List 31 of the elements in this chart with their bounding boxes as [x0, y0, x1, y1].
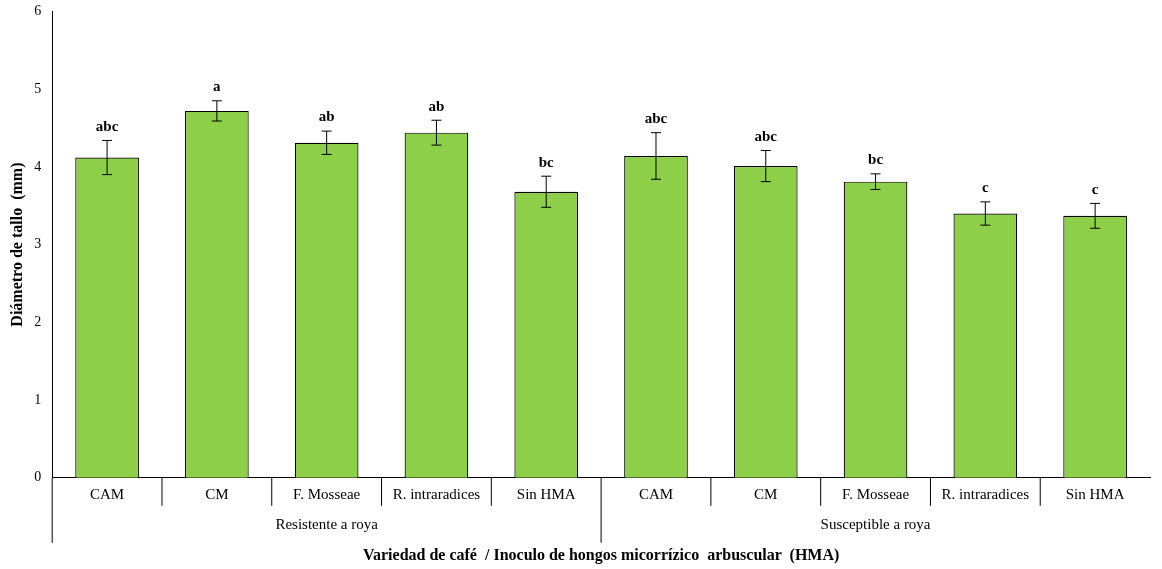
data-label: bc [868, 151, 884, 168]
y-tick-label: 1 [34, 391, 42, 407]
y-axis-title: Diámetro de tallo (mm) [7, 162, 26, 327]
y-tick-label: 4 [34, 158, 42, 174]
data-label: c [1091, 180, 1099, 197]
y-tick-label: 5 [34, 80, 42, 96]
data-label: abc [95, 117, 119, 134]
y-tick-label: 6 [34, 3, 42, 19]
y-tick-label: 2 [34, 314, 42, 330]
y-tick-label: 0 [34, 469, 42, 485]
data-label: abc [754, 127, 778, 144]
text: Susceptible a roya [820, 515, 931, 532]
x-tick-label: CM [754, 485, 778, 502]
x-tick-label: CAM [638, 485, 674, 502]
x-tick-label: Sin HMA [516, 485, 576, 502]
x-tick-label: R. intraradices [941, 485, 1030, 502]
text: Resistente a roya [275, 515, 379, 532]
data-label: ab [318, 108, 335, 125]
data-label: bc [538, 153, 555, 170]
x-axis-title: Variedad de café / Inoculo de hongos micorrízico arbuscular (HMA) [362, 545, 840, 564]
x-tick-label: CAM [90, 485, 125, 502]
x-tick-label: F. Mosseae [841, 485, 910, 502]
data-label: a [213, 78, 222, 95]
x-tick-label: CM [205, 485, 229, 502]
data-label: abc [644, 110, 668, 127]
x-tick-label: F. Mosseae [293, 485, 361, 502]
x-tick-label: Sin HMA [1065, 485, 1125, 502]
data-label: c [981, 179, 989, 196]
x-tick-label: R. intraradices [392, 485, 481, 502]
y-tick-label: 3 [34, 236, 42, 252]
data-label: ab [428, 97, 445, 114]
